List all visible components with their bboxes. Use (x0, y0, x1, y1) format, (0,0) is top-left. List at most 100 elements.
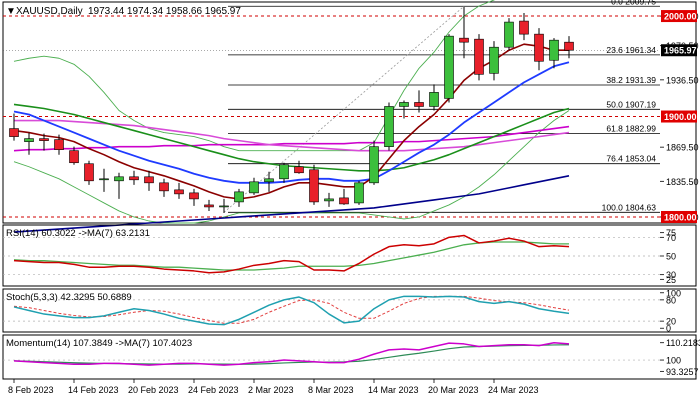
chart-header-arrow: ▼ (6, 6, 16, 17)
bear-candle (459, 37, 469, 43)
bear-candle (414, 102, 424, 107)
time-axis: 8 Feb 2023 14 Feb 2023 20 Feb 2023 24 Feb 2… (8, 379, 539, 395)
last-price-tag (661, 44, 697, 57)
bear-candle (189, 192, 199, 200)
stoch-tick-label: 0 (666, 324, 671, 334)
red-level-tag-label: 2000.00 (664, 12, 697, 22)
bull-candle (219, 205, 229, 208)
red-level-tag-label: 1800.00 (664, 212, 697, 222)
rsi-tick-label: 70 (666, 233, 676, 243)
time-tick-label: 20 Feb 2023 (128, 385, 179, 395)
rsi-tick-label: 75 (666, 228, 676, 238)
bear-candle (339, 197, 349, 205)
stoch-tick-label: 20 (666, 317, 676, 327)
bull-candle (24, 138, 34, 142)
stoch-tick-label: 80 (666, 295, 676, 305)
rsi-tick-label: 50 (666, 252, 676, 262)
bear-candle (54, 139, 64, 150)
bull-candle (234, 191, 244, 203)
time-tick-label: 24 Mar 2023 (488, 385, 539, 395)
momentum-header: Momentum(14) 107.3849 ->MA(7) 107.4023 (6, 338, 192, 349)
bull-candle (324, 198, 334, 202)
time-tick-label: 2 Mar 2023 (248, 385, 294, 395)
fib-level-label: 23.6 1961.34 (606, 45, 656, 55)
ma-navy-line (13, 175, 570, 233)
bear-candle (474, 38, 484, 75)
bear-candle (144, 176, 154, 184)
fib-level-label: 0.0 2009.75 (611, 0, 656, 6)
chart-header-symbol: XAUUSD,Daily (16, 6, 83, 17)
price-tick-label: 1835.50 (666, 177, 699, 187)
stoch-k-line (13, 295, 570, 326)
stoch-d-line (13, 295, 570, 324)
chart-header-ohlc: 1973.44 1974.34 1958.66 1965.97 (88, 6, 241, 17)
red-level-tag-label: 1900.00 (664, 112, 697, 122)
bear-candle (204, 204, 214, 208)
fib-trend-line (223, 5, 465, 213)
momentum-tick-label: 93.3257 (666, 367, 699, 377)
last-price-tag-label: 1965.97 (664, 46, 697, 56)
time-tick-label: 8 Feb 2023 (8, 385, 54, 395)
bull-candle (114, 176, 124, 182)
time-tick-label: 14 Mar 2023 (368, 385, 419, 395)
price-axis-labels: 2000.001970.501936.501869.501835.501800.… (660, 10, 699, 223)
bull-candle (99, 178, 109, 181)
bear-candle (534, 33, 544, 62)
ma-blue-line (13, 61, 570, 184)
bull-candle (369, 146, 379, 184)
rsi-line (13, 234, 570, 274)
rsi-pane-frame (2, 224, 697, 287)
price-tick-label: 1936.50 (666, 75, 699, 85)
bull-candle (279, 164, 289, 180)
fib-level-label: 76.4 1853.04 (606, 154, 656, 164)
bollinger-upper-line (13, 0, 495, 152)
rsi-header: RSI(14) 60.3022 ->MA(7) 63.2131 (6, 228, 150, 239)
bear-candle (9, 128, 19, 137)
bull-candle (504, 21, 514, 48)
ma-green-line (13, 103, 570, 172)
momentum-tick-label: 110.2183 (666, 338, 700, 348)
rsi-tick-label: 30 (666, 270, 676, 280)
stoch-tick-label: 100 (666, 288, 681, 298)
bear-candle (174, 189, 184, 195)
fib-level-label: 61.8 1882.99 (606, 124, 656, 134)
time-tick-label: 14 Feb 2023 (68, 385, 119, 395)
ma-violet-line (13, 125, 570, 152)
bull-candle (429, 92, 439, 107)
bull-candle (444, 35, 454, 99)
bull-candle (249, 181, 259, 194)
bull-candle (354, 182, 364, 204)
price-fib-levels: 0.0 2009.75 23.6 1961.34 38.2 1931.39 50.0 … (3, 0, 660, 218)
fib-level-label: 50.0 1907.19 (606, 99, 656, 109)
stoch-header: Stoch(5,3,3) 42.3295 50.6889 (6, 292, 132, 303)
red-level-tag (661, 10, 697, 23)
bull-candle (399, 102, 409, 107)
fib-level-label: 100.0 1804.63 (602, 202, 657, 212)
price-pane[interactable]: 0.0 2009.75 23.6 1961.34 38.2 1931.39 50.0 … (2, 0, 699, 233)
red-level-tag (661, 110, 697, 123)
bear-candle (129, 176, 139, 181)
bull-candle (264, 178, 274, 183)
bear-candle (84, 163, 94, 182)
stoch-pane-frame (2, 288, 697, 333)
bear-candle (309, 169, 319, 203)
momentum-pane-frame (2, 334, 697, 380)
momentum-tick-label: 100 (666, 356, 681, 366)
price-candles (9, 7, 574, 213)
bull-candle (549, 39, 559, 61)
price-tick-label: 1869.50 (666, 143, 699, 153)
time-tick-label: 20 Mar 2023 (428, 385, 479, 395)
bear-candle (564, 41, 574, 51)
price-moving-averages (13, 0, 570, 233)
bull-candle (384, 106, 394, 147)
bear-candle (519, 20, 529, 35)
rsi-tick-label: 25 (666, 275, 676, 285)
bear-candle (159, 182, 169, 192)
